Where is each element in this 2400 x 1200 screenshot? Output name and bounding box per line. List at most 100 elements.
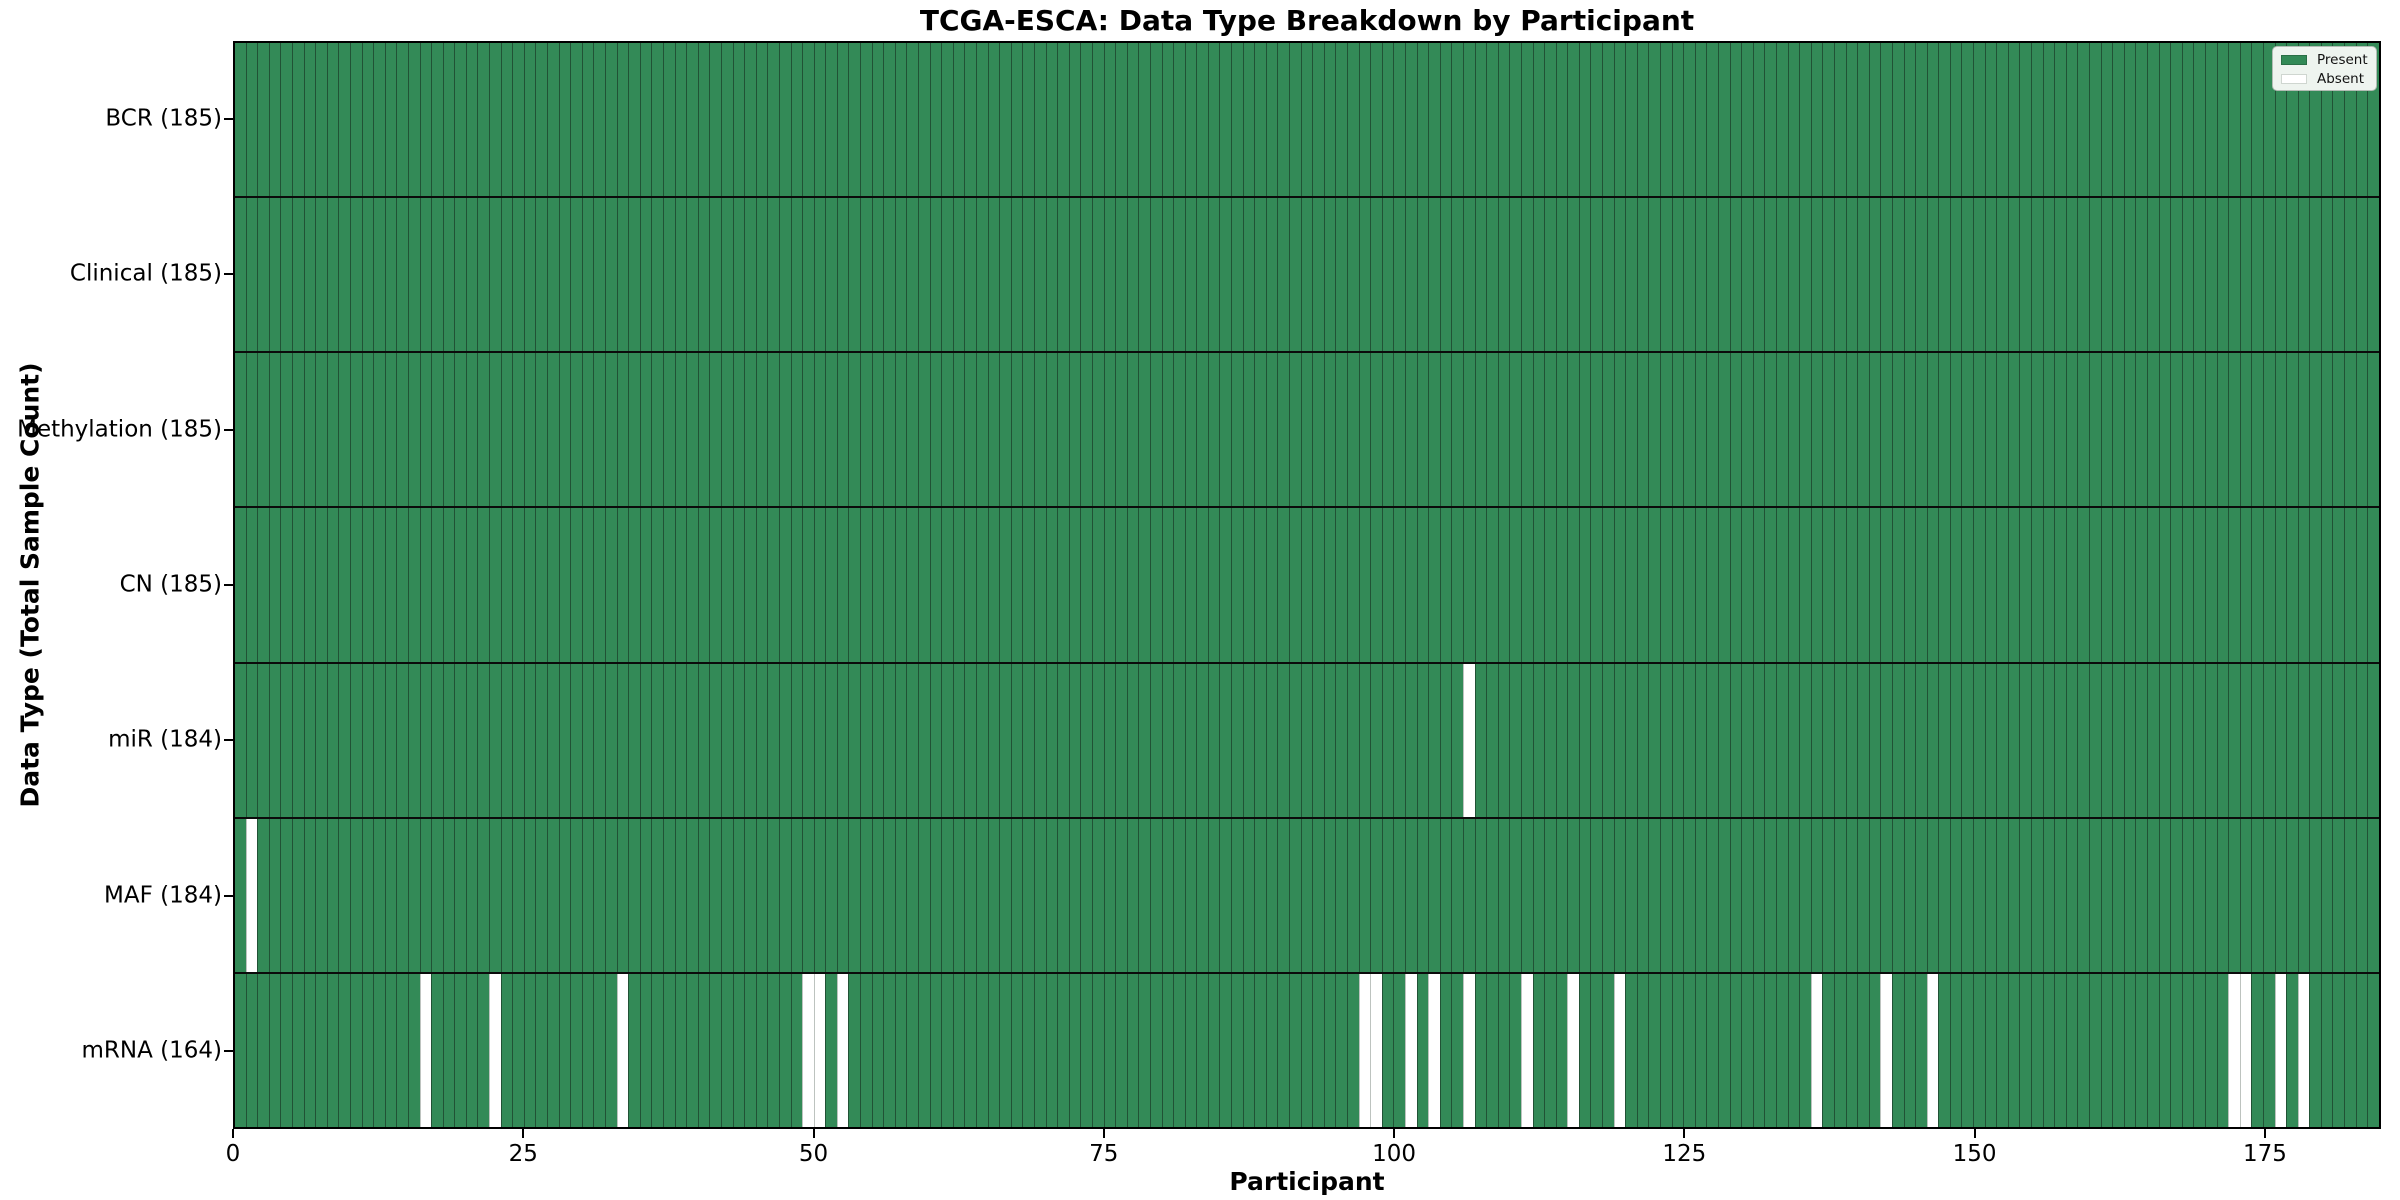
heatmap-cell bbox=[558, 818, 571, 972]
heatmap-cell bbox=[2320, 818, 2333, 972]
heatmap-cell bbox=[918, 43, 930, 197]
heatmap-cell bbox=[2332, 198, 2345, 352]
heatmap-cell bbox=[315, 663, 327, 817]
heatmap-cell bbox=[581, 43, 594, 197]
heatmap-cell bbox=[883, 353, 895, 507]
heatmap-cell bbox=[1648, 198, 1661, 352]
heatmap-cell bbox=[1091, 353, 1104, 507]
heatmap-cell bbox=[1045, 198, 1058, 352]
heatmap-cell bbox=[1381, 353, 1394, 507]
heatmap-cell bbox=[836, 663, 849, 817]
heatmap-cell bbox=[848, 818, 861, 972]
heatmap-cell bbox=[257, 818, 269, 972]
heatmap-cell bbox=[1370, 818, 1382, 972]
heatmap-cell bbox=[396, 508, 408, 662]
heatmap-cell bbox=[2297, 663, 2310, 817]
heatmap-cell bbox=[628, 353, 640, 507]
heatmap-cell bbox=[1915, 508, 1927, 662]
heatmap-cell bbox=[454, 198, 466, 352]
heatmap-cell bbox=[1404, 973, 1417, 1127]
heatmap-cell bbox=[454, 973, 466, 1127]
heatmap-cell bbox=[1045, 973, 1058, 1127]
heatmap-cell bbox=[2007, 43, 2020, 197]
heatmap-cell bbox=[1520, 353, 1533, 507]
heatmap-cell bbox=[1660, 508, 1672, 662]
heatmap-cell bbox=[1729, 43, 1742, 197]
heatmap-cell bbox=[431, 973, 443, 1127]
heatmap-cell bbox=[1567, 508, 1579, 662]
heatmap-cell bbox=[2181, 353, 2194, 507]
heatmap-cell bbox=[1822, 818, 1834, 972]
heatmap-cell bbox=[755, 198, 768, 352]
heatmap-cell bbox=[1590, 663, 1603, 817]
heatmap-cell bbox=[778, 508, 791, 662]
heatmap-cell bbox=[1648, 43, 1661, 197]
x-tick-label: 100 bbox=[1372, 1141, 1417, 1167]
heatmap-cell bbox=[1729, 353, 1742, 507]
heatmap-cell bbox=[570, 818, 582, 972]
heatmap-cell bbox=[952, 818, 965, 972]
heatmap-cell bbox=[280, 818, 292, 972]
heatmap-cell bbox=[1868, 508, 1881, 662]
heatmap-cell bbox=[1509, 663, 1521, 817]
heatmap-cell bbox=[1045, 43, 1058, 197]
heatmap-cell bbox=[1138, 198, 1150, 352]
heatmap-cell bbox=[396, 198, 408, 352]
heatmap-cell bbox=[1486, 973, 1498, 1127]
heatmap-cell bbox=[802, 508, 814, 662]
heatmap-cell bbox=[1381, 973, 1394, 1127]
heatmap-cell bbox=[871, 663, 884, 817]
heatmap-cell bbox=[662, 508, 675, 662]
heatmap-cell bbox=[1567, 43, 1579, 197]
heatmap-cell bbox=[1173, 818, 1185, 972]
heatmap-cell bbox=[431, 43, 443, 197]
heatmap-cell bbox=[570, 508, 582, 662]
heatmap-cell bbox=[1161, 43, 1174, 197]
heatmap-cell bbox=[605, 508, 617, 662]
heatmap-cell bbox=[1381, 663, 1394, 817]
heatmap-cell bbox=[1822, 508, 1834, 662]
chart-title: TCGA-ESCA: Data Type Breakdown by Partic… bbox=[919, 4, 1695, 37]
heatmap-cell bbox=[1033, 43, 1046, 197]
heatmap-cell bbox=[2204, 43, 2217, 197]
heatmap-cell bbox=[1752, 973, 1765, 1127]
heatmap-cell bbox=[836, 818, 849, 972]
heatmap-cell bbox=[1729, 818, 1742, 972]
heatmap-cell bbox=[1775, 973, 1788, 1127]
heatmap-cell bbox=[1857, 43, 1869, 197]
heatmap-cell bbox=[2042, 973, 2055, 1127]
heatmap-cell bbox=[581, 508, 594, 662]
heatmap-cell bbox=[1138, 43, 1150, 197]
heatmap-cell bbox=[1161, 973, 1174, 1127]
heatmap-cell bbox=[2077, 43, 2089, 197]
x-tick-label: 150 bbox=[1952, 1141, 1997, 1167]
heatmap-cell bbox=[373, 508, 385, 662]
heatmap-cell bbox=[825, 973, 837, 1127]
x-tick-mark bbox=[812, 1129, 815, 1138]
heatmap-cell bbox=[489, 663, 501, 817]
heatmap-cell bbox=[616, 353, 629, 507]
heatmap-cell bbox=[651, 43, 663, 197]
heatmap-cell bbox=[1115, 508, 1127, 662]
heatmap-cell bbox=[2262, 508, 2275, 662]
heatmap-cell bbox=[2007, 198, 2020, 352]
heatmap-cell bbox=[1903, 43, 1916, 197]
heatmap-cell bbox=[1138, 973, 1150, 1127]
heatmap-cell bbox=[767, 818, 779, 972]
heatmap-cell bbox=[1868, 198, 1881, 352]
heatmap-cell bbox=[813, 43, 826, 197]
heatmap-cell bbox=[639, 43, 652, 197]
heatmap-cell bbox=[593, 353, 605, 507]
heatmap-cell bbox=[686, 508, 698, 662]
heatmap-cell bbox=[894, 43, 907, 197]
heatmap-cell bbox=[964, 43, 976, 197]
heatmap-cell bbox=[349, 198, 362, 352]
heatmap-cell bbox=[1219, 43, 1232, 197]
heatmap-cell bbox=[558, 508, 571, 662]
heatmap-cell bbox=[709, 198, 721, 352]
heatmap-cell bbox=[732, 353, 745, 507]
heatmap-cell bbox=[1265, 818, 1278, 972]
heatmap-cell bbox=[2332, 973, 2345, 1127]
heatmap-cell bbox=[1891, 353, 1904, 507]
heatmap-cell bbox=[2135, 353, 2147, 507]
